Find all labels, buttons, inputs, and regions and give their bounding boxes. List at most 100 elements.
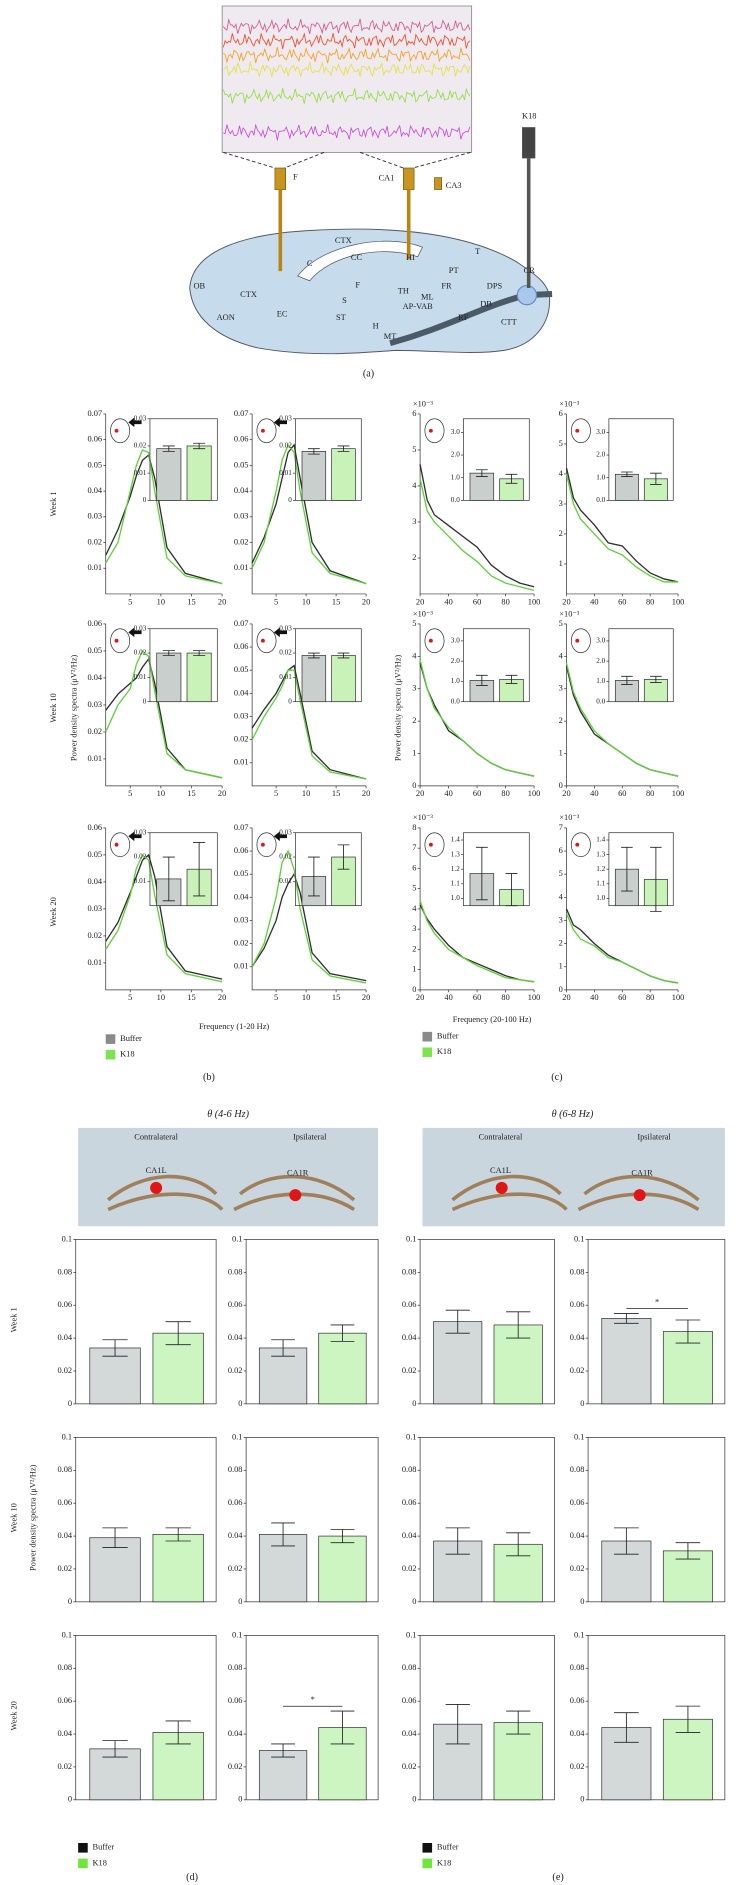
histology-e — [422, 1127, 725, 1227]
eeg-trace — [223, 61, 471, 78]
significance-mark: * — [655, 1298, 659, 1307]
y-tick-label: 0.02 — [134, 649, 147, 657]
plot-frame — [587, 1437, 726, 1603]
y-tick-label: 0.02 — [228, 1564, 243, 1573]
y-tick-label: 0.03 — [134, 624, 147, 632]
diagram-label: C — [307, 259, 313, 268]
error-bar — [102, 1527, 128, 1549]
bar — [152, 1534, 204, 1603]
bar — [89, 1347, 141, 1405]
x-tick-label: 40 — [590, 993, 598, 1002]
diagram-label: T — [475, 247, 480, 256]
diagram-label: S — [342, 296, 347, 305]
y-tick-label: 0 — [412, 781, 416, 790]
y-tick-label: 2 — [412, 944, 416, 953]
y-tick-label: 5 — [412, 884, 416, 893]
y-tick-label: 0.06 — [234, 435, 249, 444]
x-tick-label: 5 — [274, 597, 278, 606]
band-title: θ (4-6 Hz) — [207, 1109, 249, 1120]
plot-frame — [419, 1635, 555, 1801]
error-bar — [330, 1710, 355, 1745]
diagram-label: RF — [458, 313, 469, 322]
y-multiplier: ×10⁻³ — [559, 399, 580, 408]
bar — [331, 448, 356, 501]
legend-label: K18 — [437, 1858, 451, 1867]
diagram-label: F — [355, 280, 360, 289]
y-tick-label: 0.01 — [134, 877, 147, 885]
x-tick-label: 20 — [562, 597, 570, 606]
bar — [331, 655, 356, 703]
y-tick-label: 0.03 — [279, 624, 292, 632]
y-tick-label: 4 — [412, 651, 417, 660]
x-tick-label: 5 — [274, 789, 278, 798]
axes — [251, 623, 367, 787]
y-tick-label: 0 — [412, 985, 416, 994]
diagram-label: H — [373, 321, 379, 330]
legend-swatch — [78, 1858, 88, 1869]
y-tick-label: 0.03 — [87, 700, 102, 709]
significance-mark: * — [311, 1695, 315, 1704]
x-tick-label: 60 — [473, 789, 481, 798]
y-tick-label: 0.05 — [87, 646, 102, 655]
plot-frame — [587, 1239, 726, 1405]
spectrum-line — [565, 662, 679, 777]
y-tick-label: 1 — [412, 965, 416, 974]
plot-frame — [295, 832, 362, 907]
x-tick-label: 15 — [332, 993, 340, 1002]
y-tick-label: 0.08 — [57, 1465, 72, 1474]
diagram-label: AP-VAB — [403, 302, 434, 311]
y-tick-label: 0.06 — [570, 1696, 585, 1705]
panel-label: (d) — [186, 1872, 198, 1883]
y-tick-label: 0 — [412, 1597, 416, 1606]
y-tick-label: 0.04 — [228, 1531, 243, 1540]
error-bar — [337, 445, 350, 452]
y-tick-label: 4 — [559, 651, 564, 660]
legend-label: K18 — [120, 1050, 134, 1059]
eeg-traces — [222, 18, 471, 141]
x-tick-label: 20 — [362, 789, 370, 798]
y-tick-label: 0.06 — [402, 1696, 417, 1705]
y-multiplier: ×10⁻³ — [559, 609, 580, 618]
diagram-label: ST — [336, 313, 346, 322]
brain-icon — [424, 628, 445, 654]
axes — [251, 827, 367, 991]
y-axis-title: Power density spectra (μV²/Hz) — [29, 1464, 38, 1571]
diagram-label: CTX — [240, 290, 257, 299]
y-tick-label: 0 — [580, 1795, 584, 1804]
x-tick-label: 80 — [501, 789, 509, 798]
plot-frame — [245, 1635, 379, 1801]
panel-label: (a) — [363, 369, 374, 380]
y-tick-label: 0.05 — [87, 460, 102, 469]
y-tick-label: 7 — [412, 843, 416, 852]
error-bar — [102, 1339, 128, 1357]
y-tick-label: 2.0 — [596, 657, 605, 665]
dashed-leaders — [223, 151, 471, 169]
spectrum-line — [105, 453, 223, 585]
y-tick-label: 0.1 — [574, 1432, 584, 1441]
axes — [251, 413, 367, 595]
y-tick-label: 0.02 — [570, 1366, 585, 1375]
y-tick-label: 0.04 — [402, 1729, 417, 1738]
diagram-label: PT — [449, 266, 459, 275]
y-tick-label: 0.01 — [279, 469, 292, 477]
x-tick-label: 100 — [672, 789, 685, 798]
y-tick-label: 5 — [559, 869, 563, 878]
y-tick-label: 0.03 — [279, 828, 292, 836]
spectrum-line — [419, 464, 535, 588]
x-tick-label: 100 — [672, 993, 685, 1002]
x-tick-label: 60 — [618, 789, 626, 798]
arrow — [273, 627, 288, 638]
x-tick-label: 40 — [444, 993, 452, 1002]
error-bar — [330, 1324, 355, 1342]
error-bar — [675, 1705, 701, 1733]
y-tick-label: 0.08 — [570, 1267, 585, 1276]
spectrum-line — [419, 659, 535, 777]
y-tick-label: 0.03 — [279, 414, 292, 422]
y-tick-label: 3.0 — [596, 637, 605, 645]
y-tick-label: 4 — [412, 481, 417, 490]
y-tick-label: 0.02 — [234, 537, 249, 546]
brain-icon — [110, 832, 131, 858]
y-tick-label: 0.01 — [87, 754, 102, 763]
x-tick-label: 15 — [187, 993, 195, 1002]
diagram-label: DB — [480, 300, 492, 309]
